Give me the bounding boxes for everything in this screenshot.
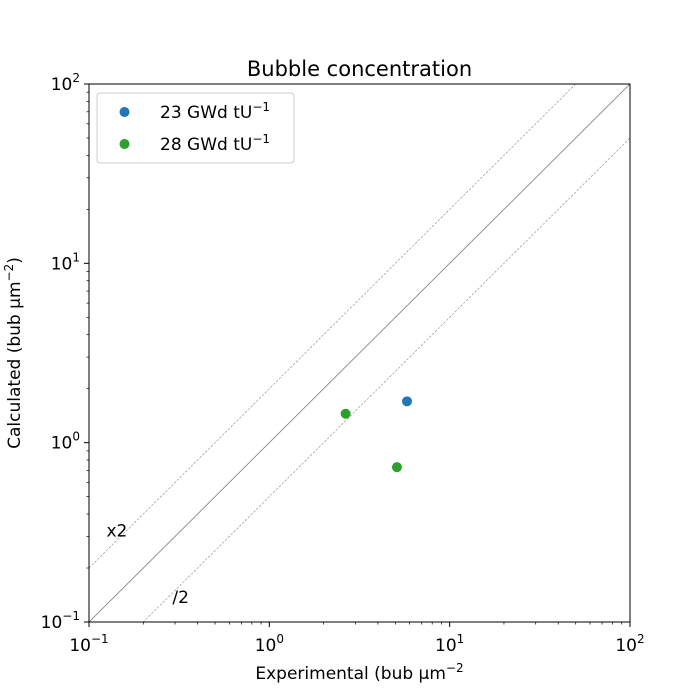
x-tick-label-base: 10: [255, 636, 277, 656]
x-tick-label: 10−1: [69, 632, 108, 656]
y-tick-label-base: 10: [51, 434, 73, 454]
data-point-series1-1: [391, 462, 402, 473]
reference-line-identity: [89, 84, 630, 622]
legend-marker-23: [119, 107, 130, 117]
y-tick-label-base: 10: [41, 613, 63, 633]
legend-entry-28-text: 28 GWd tU: [160, 135, 252, 155]
x-tick-label-exp: 0: [276, 632, 284, 646]
y-tick-label: 10−1: [41, 609, 80, 633]
y-tick-label-base: 10: [51, 254, 73, 274]
legend-entry-23: 23 GWd tU−1: [160, 100, 270, 123]
y-tick-label-base: 10: [51, 75, 73, 95]
y-tick-label-exp: 2: [72, 71, 80, 85]
annotation-divide-two: /2: [172, 588, 189, 608]
y-tick-label-exp: 0: [72, 430, 80, 444]
x-tick-label-exp: 2: [637, 632, 645, 646]
legend-entry-28: 28 GWd tU−1: [160, 132, 270, 155]
reference-line-div2: [142, 137, 630, 622]
x-tick-label-exp: −1: [91, 632, 109, 646]
x-tick-label-exp: 1: [457, 632, 465, 646]
y-axis-label-sup: −2: [2, 264, 16, 282]
x-tick-label: 101: [435, 632, 464, 656]
y-axis-label: Calculated (bub μm−2): [2, 257, 25, 449]
x-axis-label-text: Experimental (bub μm: [255, 664, 446, 684]
x-tick-label-base: 10: [615, 636, 637, 656]
legend-entry-23-sup: −1: [252, 100, 270, 114]
x-axis-label: Experimental (bub μm−2: [255, 661, 463, 684]
reference-line-x2: [89, 84, 577, 569]
y-tick-label-exp: −1: [62, 609, 80, 623]
chart-title: Bubble concentration: [247, 57, 472, 81]
annotation-times-two: x2: [106, 521, 127, 541]
x-axis-label-sup: −2: [446, 661, 464, 675]
data-point-series1-0: [340, 408, 351, 419]
legend-marker-28: [119, 139, 130, 149]
plot-frame: [88, 83, 631, 623]
data-point-series0-0: [402, 396, 413, 407]
y-axis-label-text: Calculated (bub μm: [5, 281, 25, 448]
y-tick-label: 100: [51, 430, 80, 454]
legend-entry-28-sup: −1: [252, 132, 270, 146]
legend-entry-23-text: 23 GWd tU: [160, 103, 252, 123]
x-tick-label: 102: [615, 632, 644, 656]
legend-box: [96, 92, 295, 164]
y-tick-label: 101: [51, 250, 80, 274]
x-tick-label-base: 10: [435, 636, 457, 656]
x-tick-label: 100: [255, 632, 284, 656]
y-tick-label-exp: 1: [72, 250, 80, 264]
y-axis-label-close: ): [5, 257, 25, 264]
y-tick-label: 102: [51, 71, 80, 95]
legend: 23 GWd tU−1 28 GWd tU−1: [96, 92, 295, 164]
x-tick-label-base: 10: [69, 636, 91, 656]
